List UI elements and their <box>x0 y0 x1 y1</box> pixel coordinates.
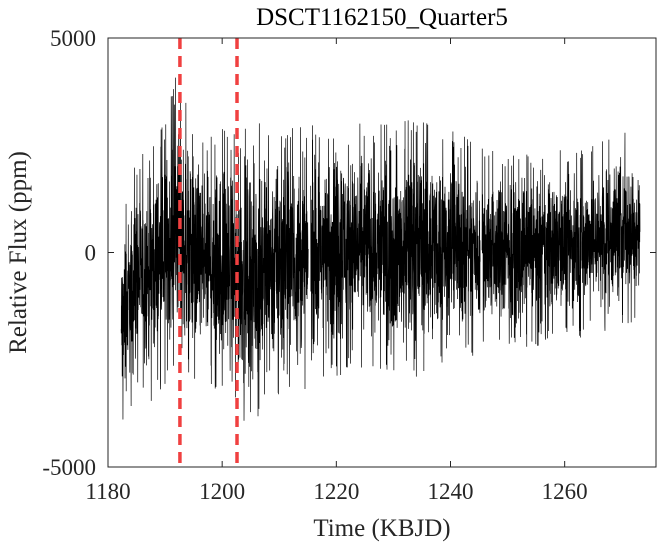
y-axis-label: Relative Flux (ppm) <box>5 151 32 354</box>
y-tick-label: 5000 <box>50 26 96 51</box>
x-tick-label: 1260 <box>542 479 588 504</box>
x-tick-label: 1180 <box>85 479 130 504</box>
flux-series-line <box>481 132 641 347</box>
x-tick-label: 1200 <box>199 479 245 504</box>
y-tick-label: 0 <box>85 241 97 266</box>
x-tick-label: 1220 <box>313 479 359 504</box>
series-layer <box>120 77 641 421</box>
chart-title: DSCT1162150_Quarter5 <box>256 4 508 31</box>
x-axis-label: Time (KBJD) <box>313 515 450 542</box>
x-tick-label: 1240 <box>428 479 474 504</box>
flux-series-line <box>310 120 481 377</box>
ticks: 1180 1200 1220 1240 1260 -5000 0 5000 <box>42 26 656 504</box>
y-tick-label: -5000 <box>42 455 96 480</box>
flux-series-line <box>120 77 309 421</box>
